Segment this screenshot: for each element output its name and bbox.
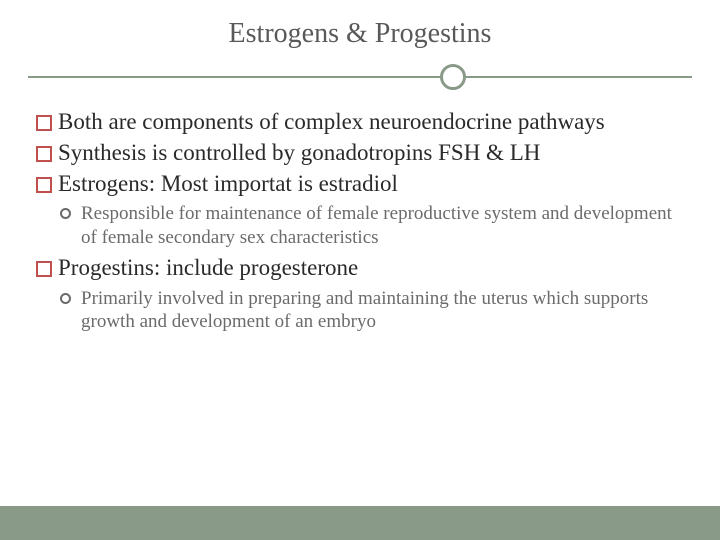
bullet-item: Progestins: include progesterone — [36, 254, 690, 283]
sub-bullet-item: Primarily involved in preparing and main… — [36, 287, 690, 335]
circle-bullet-icon — [60, 208, 71, 219]
square-bullet-icon — [36, 115, 52, 131]
divider-circle-icon — [440, 64, 466, 90]
slide-title: Estrogens & Progestins — [0, 0, 720, 58]
slide-body: Both are components of complex neuroendo… — [0, 108, 720, 334]
slide-footer-bar — [0, 506, 720, 540]
bullet-text: Synthesis is controlled by gonadotropins… — [58, 139, 540, 168]
square-bullet-icon — [36, 146, 52, 162]
bullet-text: Estrogens: Most importat is estradiol — [58, 170, 398, 199]
sub-bullet-text: Responsible for maintenance of female re… — [81, 202, 690, 250]
sub-bullet-text: Primarily involved in preparing and main… — [81, 287, 690, 335]
circle-bullet-icon — [60, 293, 71, 304]
divider-line — [28, 76, 692, 78]
slide: Estrogens & Progestins Both are componen… — [0, 0, 720, 540]
bullet-text: Progestins: include progesterone — [58, 254, 358, 283]
square-bullet-icon — [36, 177, 52, 193]
bullet-text: Both are components of complex neuroendo… — [58, 108, 605, 137]
bullet-item: Synthesis is controlled by gonadotropins… — [36, 139, 690, 168]
bullet-item: Estrogens: Most importat is estradiol — [36, 170, 690, 199]
title-divider — [0, 58, 720, 98]
sub-bullet-item: Responsible for maintenance of female re… — [36, 202, 690, 250]
square-bullet-icon — [36, 261, 52, 277]
bullet-item: Both are components of complex neuroendo… — [36, 108, 690, 137]
